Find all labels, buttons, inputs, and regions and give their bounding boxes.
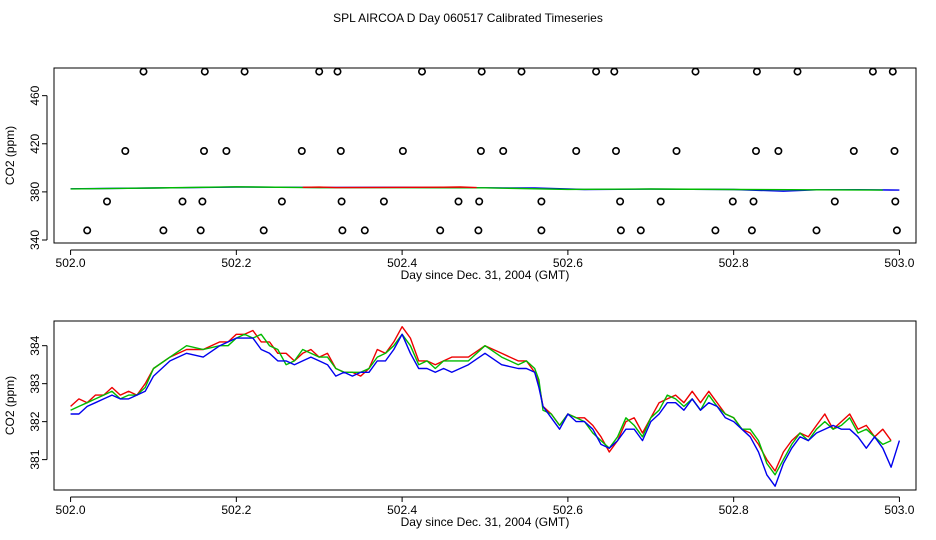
y-tick-label: 420 xyxy=(28,133,42,153)
cal-marker-cal-420 xyxy=(890,147,899,156)
y-axis-label: CO2 (ppm) xyxy=(3,126,17,185)
cal-marker-cal-340 xyxy=(338,226,347,235)
cal-marker-cal-380 xyxy=(891,197,900,206)
cal-marker-cal-340 xyxy=(892,226,901,235)
x-tick-label: 502.6 xyxy=(553,503,583,517)
cal-marker-cal-420 xyxy=(499,147,508,156)
cal-marker-cal-380 xyxy=(277,197,286,206)
y-tick-label: 460 xyxy=(28,85,42,105)
y-axis-label: CO2 (ppm) xyxy=(3,376,17,435)
y-tick-label: 384 xyxy=(28,335,42,355)
top-panel-calibration-scatter: 502.0 502.2 502.4 502.6 502.8 503.0 Day since … xyxy=(3,67,917,282)
cal-marker-cal-460 xyxy=(200,67,209,76)
bottom-panel-co2-timeseries: 502.0 502.2 502.4 502.6 502.8 503.0 Day since … xyxy=(3,320,917,529)
series-line-green xyxy=(70,333,892,476)
cal-marker-cal-460 xyxy=(868,67,877,76)
figure-title: SPL AIRCOA D Day 060517 Calibrated Times… xyxy=(333,11,603,25)
cal-marker-cal-340 xyxy=(83,226,92,235)
cal-marker-cal-380 xyxy=(616,197,625,206)
cal-marker-cal-340 xyxy=(196,226,205,235)
y-tick-label: 382 xyxy=(28,411,42,431)
cal-marker-cal-460 xyxy=(592,67,601,76)
x-tick-label: 502.2 xyxy=(221,503,251,517)
cal-marker-cal-380 xyxy=(475,197,484,206)
cal-marker-cal-340 xyxy=(636,226,645,235)
cal-marker-cal-420 xyxy=(200,147,209,156)
plot-frame xyxy=(53,320,917,491)
cal-marker-cal-380 xyxy=(198,197,207,206)
cal-marker-cal-460 xyxy=(793,67,802,76)
cal-marker-cal-460 xyxy=(477,67,486,76)
cal-marker-cal-460 xyxy=(691,67,700,76)
cal-marker-cal-380 xyxy=(749,197,758,206)
x-tick-label: 502.4 xyxy=(387,256,417,270)
cal-marker-cal-340 xyxy=(711,226,720,235)
x-tick-label: 502.4 xyxy=(387,503,417,517)
cal-marker-cal-420 xyxy=(222,147,231,156)
x-tick-label: 503.0 xyxy=(884,503,914,517)
cal-marker-cal-460 xyxy=(888,67,897,76)
cal-marker-cal-340 xyxy=(616,226,625,235)
y-tick-label: 381 xyxy=(28,449,42,469)
cal-marker-cal-460 xyxy=(240,67,249,76)
cal-marker-cal-420 xyxy=(849,147,858,156)
cal-marker-cal-340 xyxy=(474,226,483,235)
cal-marker-cal-420 xyxy=(297,147,306,156)
cal-marker-cal-460 xyxy=(752,67,761,76)
cal-marker-cal-380 xyxy=(103,197,112,206)
cal-marker-cal-420 xyxy=(121,147,130,156)
cal-marker-cal-340 xyxy=(812,226,821,235)
cal-marker-cal-380 xyxy=(178,197,187,206)
cal-marker-cal-420 xyxy=(611,147,620,156)
plot-frame xyxy=(53,67,917,244)
cal-marker-cal-460 xyxy=(333,67,342,76)
y-tick-label: 340 xyxy=(28,230,42,250)
cal-marker-cal-380 xyxy=(537,197,546,206)
x-tick-label: 502.8 xyxy=(719,256,749,270)
y-tick-label: 383 xyxy=(28,373,42,393)
cal-marker-cal-380 xyxy=(379,197,388,206)
cal-marker-cal-380 xyxy=(728,197,737,206)
cal-marker-cal-380 xyxy=(454,197,463,206)
cal-marker-cal-460 xyxy=(517,67,526,76)
cal-marker-cal-380 xyxy=(656,197,665,206)
series-line-green xyxy=(70,186,883,191)
x-axis-label: Day since Dec. 31, 2004 (GMT) xyxy=(401,515,570,529)
x-tick-label: 502.8 xyxy=(719,503,749,517)
cal-marker-cal-420 xyxy=(398,147,407,156)
cal-marker-cal-380 xyxy=(830,197,839,206)
cal-marker-cal-420 xyxy=(774,147,783,156)
cal-marker-cal-420 xyxy=(336,147,345,156)
cal-marker-cal-460 xyxy=(610,67,619,76)
cal-marker-cal-340 xyxy=(159,226,168,235)
cal-marker-cal-340 xyxy=(360,226,369,235)
x-tick-label: 502.6 xyxy=(553,256,583,270)
cal-marker-cal-340 xyxy=(747,226,756,235)
cal-marker-cal-420 xyxy=(476,147,485,156)
cal-marker-cal-420 xyxy=(572,147,581,156)
cal-marker-cal-340 xyxy=(259,226,268,235)
x-tick-label: 503.0 xyxy=(884,256,914,270)
series-line-red xyxy=(302,186,477,189)
x-tick-label: 502.0 xyxy=(56,503,86,517)
cal-marker-cal-420 xyxy=(751,147,760,156)
cal-marker-cal-340 xyxy=(436,226,445,235)
x-tick-label: 502.2 xyxy=(221,256,251,270)
cal-marker-cal-340 xyxy=(537,226,546,235)
cal-marker-cal-420 xyxy=(672,147,681,156)
y-tick-label: 380 xyxy=(28,182,42,202)
cal-marker-cal-460 xyxy=(139,67,148,76)
x-tick-label: 502.0 xyxy=(56,256,86,270)
series-line-blue xyxy=(70,333,901,487)
series-line-red xyxy=(70,326,892,472)
x-axis-label: Day since Dec. 31, 2004 (GMT) xyxy=(401,268,570,282)
cal-marker-cal-380 xyxy=(337,197,346,206)
cal-marker-cal-460 xyxy=(417,67,426,76)
cal-marker-cal-460 xyxy=(315,67,324,76)
